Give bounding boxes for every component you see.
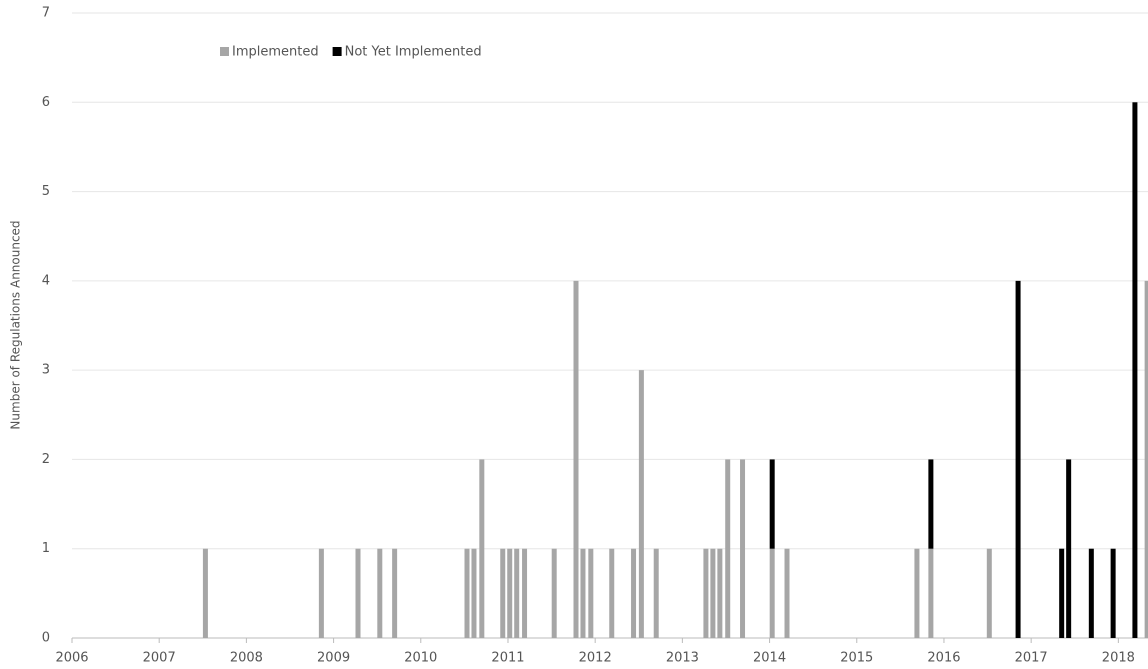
- bar-segment: [1059, 548, 1065, 638]
- x-tick-label: 2011: [491, 651, 524, 666]
- y-tick-label: 2: [42, 452, 50, 467]
- bar-segment: [500, 548, 506, 638]
- x-tick-label: 2015: [840, 651, 873, 666]
- bar-segment: [631, 548, 637, 638]
- bar-segment: [928, 548, 934, 638]
- x-tick-label: 2012: [579, 651, 612, 666]
- x-tick-label: 2009: [317, 651, 350, 666]
- bar-segment: [573, 280, 579, 638]
- bar-segment: [1015, 280, 1021, 638]
- bar-segment: [1088, 548, 1094, 638]
- bar-segment: [740, 459, 746, 638]
- bar-segment: [1110, 548, 1116, 638]
- y-tick-label: 0: [42, 631, 50, 646]
- bar-segment: [703, 548, 709, 638]
- bar-segment: [355, 548, 361, 638]
- x-tick-label: 2010: [404, 651, 437, 666]
- x-tick-label: 2014: [753, 651, 786, 666]
- x-tick-label: 2006: [55, 651, 88, 666]
- bar-segment: [464, 548, 470, 638]
- bar-segment: [710, 548, 716, 638]
- legend-label: Not Yet Implemented: [345, 45, 482, 60]
- bar-segment: [1132, 102, 1138, 639]
- bar-segment: [514, 548, 520, 638]
- x-tick-label: 2017: [1015, 651, 1048, 666]
- bar-segment: [202, 548, 208, 638]
- bar-segment: [717, 548, 723, 638]
- legend-swatch: [220, 47, 229, 56]
- bar-segment: [784, 548, 790, 638]
- bar-segment: [471, 548, 477, 638]
- bar-segment: [507, 548, 513, 638]
- bar-segment: [318, 548, 324, 638]
- bar-segment: [551, 548, 557, 638]
- x-tick-label: 2013: [666, 651, 699, 666]
- bar-segment: [377, 548, 383, 638]
- bar-segment: [928, 459, 934, 549]
- legend-label: Implemented: [232, 45, 319, 60]
- bar-segment: [769, 459, 775, 549]
- x-tick-label: 2007: [143, 651, 176, 666]
- y-tick-label: 4: [42, 273, 50, 288]
- x-tick-label: 2018: [1102, 651, 1135, 666]
- bar-segment: [392, 548, 398, 638]
- bar-segment: [522, 548, 528, 638]
- bar-segment: [638, 370, 644, 638]
- bar-segment: [986, 548, 992, 638]
- x-tick-label: 2016: [927, 651, 960, 666]
- bar-segment: [725, 459, 731, 638]
- bar-segment: [1066, 459, 1072, 638]
- bar-segment: [609, 548, 615, 638]
- y-tick-label: 6: [42, 95, 50, 110]
- bar-segment: [653, 548, 659, 638]
- y-tick-label: 7: [42, 6, 50, 21]
- y-tick-label: 3: [42, 363, 50, 378]
- legend-swatch: [332, 47, 342, 56]
- bar-segment: [580, 548, 586, 638]
- x-tick-label: 2008: [230, 651, 263, 666]
- y-tick-label: 1: [42, 541, 50, 556]
- bar-segment: [479, 459, 485, 638]
- y-tick-label: 5: [42, 184, 50, 199]
- bar-segment: [914, 548, 920, 638]
- bar-segment: [769, 548, 775, 638]
- y-axis-label: Number of Regulations Announced: [9, 220, 23, 429]
- bar-segment: [588, 548, 594, 638]
- bar-segment: [1144, 280, 1148, 638]
